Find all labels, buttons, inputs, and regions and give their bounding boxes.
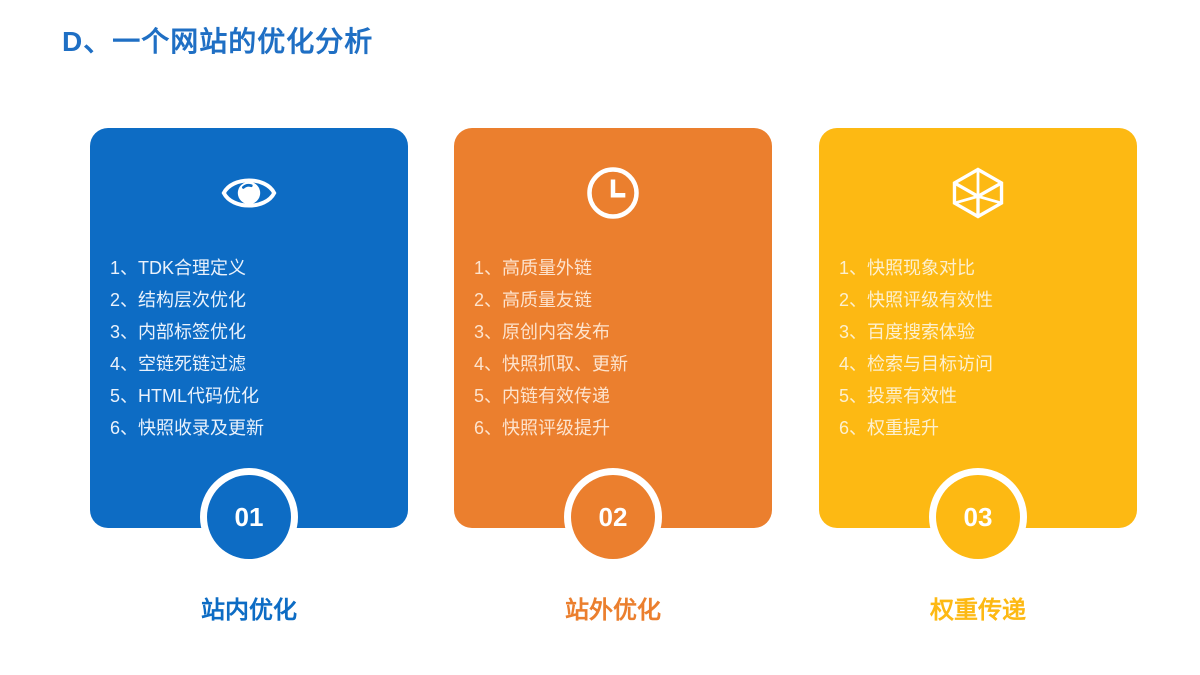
card-3-number-badge: 03 xyxy=(929,468,1027,566)
card-1-number: 01 xyxy=(235,502,264,533)
card-1-caption: 站内优化 xyxy=(201,590,297,625)
card-container-3: 1、快照现象对比 2、快照评级有效性 3、百度搜索体验 4、检索与目标访问 5、… xyxy=(819,128,1137,625)
card-1-item-2: 3、内部标签优化 xyxy=(110,316,388,348)
feature-card-3: 1、快照现象对比 2、快照评级有效性 3、百度搜索体验 4、检索与目标访问 5、… xyxy=(819,128,1137,528)
card-1-item-4: 5、HTML代码优化 xyxy=(110,380,388,412)
feature-card-2: 1、高质量外链 2、高质量友链 3、原创内容发布 4、快照抓取、更新 5、内链有… xyxy=(454,128,772,528)
card-2-item-0: 1、高质量外链 xyxy=(474,252,752,284)
card-3-item-4: 5、投票有效性 xyxy=(839,380,1117,412)
card-3-number: 03 xyxy=(964,502,993,533)
card-2-caption: 站外优化 xyxy=(565,590,661,625)
card-2-number: 02 xyxy=(599,502,628,533)
card-2-item-1: 2、高质量友链 xyxy=(474,284,752,316)
card-3-list: 1、快照现象对比 2、快照评级有效性 3、百度搜索体验 4、检索与目标访问 5、… xyxy=(819,252,1137,444)
card-3-item-5: 6、权重提升 xyxy=(839,412,1117,444)
card-2-item-5: 6、快照评级提升 xyxy=(474,412,752,444)
card-2-item-2: 3、原创内容发布 xyxy=(474,316,752,348)
slide-root: D、一个网站的优化分析 1、TDK合理定义 2、结构层次优化 3、内部标签优化 … xyxy=(0,0,1200,675)
card-1-number-badge: 01 xyxy=(200,468,298,566)
card-3-item-2: 3、百度搜索体验 xyxy=(839,316,1117,348)
feature-card-1: 1、TDK合理定义 2、结构层次优化 3、内部标签优化 4、空链死链过滤 5、H… xyxy=(90,128,408,528)
cube-icon xyxy=(947,162,1009,224)
card-2-list: 1、高质量外链 2、高质量友链 3、原创内容发布 4、快照抓取、更新 5、内链有… xyxy=(454,252,772,444)
eye-icon xyxy=(218,162,280,224)
page-title: D、一个网站的优化分析 xyxy=(62,20,373,60)
card-1-item-0: 1、TDK合理定义 xyxy=(110,252,388,284)
card-1-item-3: 4、空链死链过滤 xyxy=(110,348,388,380)
card-container-1: 1、TDK合理定义 2、结构层次优化 3、内部标签优化 4、空链死链过滤 5、H… xyxy=(90,128,408,625)
card-2-item-4: 5、内链有效传递 xyxy=(474,380,752,412)
card-1-list: 1、TDK合理定义 2、结构层次优化 3、内部标签优化 4、空链死链过滤 5、H… xyxy=(90,252,408,444)
card-2-item-3: 4、快照抓取、更新 xyxy=(474,348,752,380)
card-3-item-1: 2、快照评级有效性 xyxy=(839,284,1117,316)
card-2-number-badge: 02 xyxy=(564,468,662,566)
card-3-item-3: 4、检索与目标访问 xyxy=(839,348,1117,380)
card-1-item-1: 2、结构层次优化 xyxy=(110,284,388,316)
clock-icon xyxy=(582,162,644,224)
card-container-2: 1、高质量外链 2、高质量友链 3、原创内容发布 4、快照抓取、更新 5、内链有… xyxy=(454,128,772,625)
card-3-caption: 权重传递 xyxy=(930,590,1026,625)
card-3-item-0: 1、快照现象对比 xyxy=(839,252,1117,284)
card-1-item-5: 6、快照收录及更新 xyxy=(110,412,388,444)
